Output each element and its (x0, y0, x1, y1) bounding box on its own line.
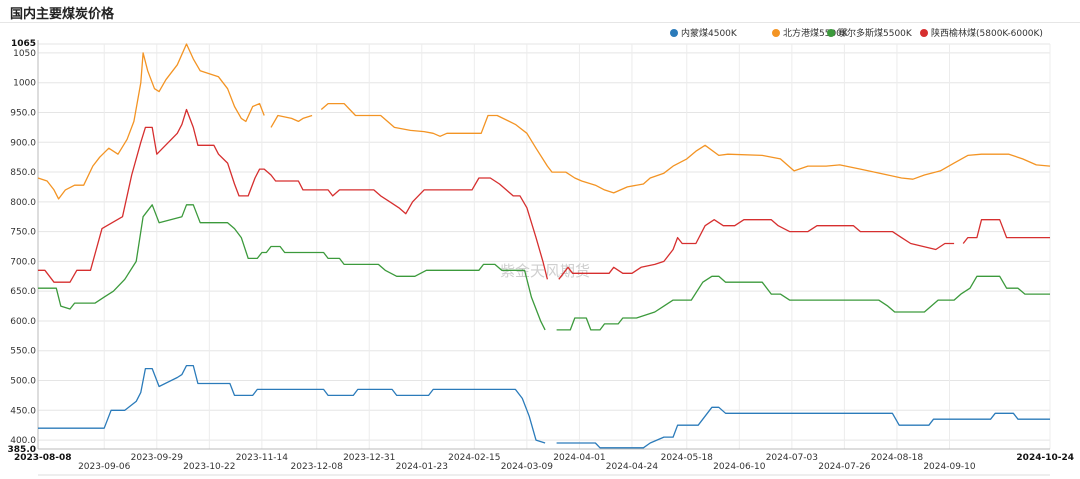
x-tick-label: 2024-02-15 (448, 453, 500, 463)
x-tick-label: 2023-12-31 (343, 453, 395, 463)
x-tick-label: 2024-10-24 (1016, 453, 1074, 463)
series-line-4 (38, 108, 1050, 283)
x-tick-label: 2024-03-09 (501, 462, 554, 472)
x-tick-label: 2023-09-06 (78, 462, 131, 472)
y-tick-label: 750.0 (10, 228, 36, 238)
y-tick-label: 900.0 (10, 138, 36, 148)
y-tick-label: 1050 (13, 49, 36, 59)
x-tick-label: 2024-05-18 (661, 453, 714, 463)
legend-marker (772, 29, 780, 37)
x-tick-label: 2024-09-10 (923, 462, 976, 472)
title-bar: 国内主要煤炭价格 (0, 0, 1080, 23)
legend-item[interactable]: 陕西榆林煤(5800K-6000K) (920, 27, 1043, 39)
legend-label: 鄂尔多斯煤5500K (838, 27, 913, 39)
chart-title: 国内主要煤炭价格 (10, 7, 115, 22)
series-line-3 (38, 204, 1050, 331)
series-line-2 (37, 43, 1051, 200)
y-tick-label: 400.0 (10, 436, 36, 446)
series-lines (37, 43, 1051, 449)
y-tick-label: 650.0 (10, 287, 36, 297)
y-tick-label: 1000 (13, 79, 36, 89)
x-tick-label: 2024-04-24 (606, 462, 659, 472)
y-tick-label: 700.0 (10, 257, 36, 267)
y-tick-label: 550.0 (10, 347, 36, 357)
x-tick-label: 2024-06-10 (713, 462, 766, 472)
series-line-1 (38, 364, 1050, 449)
y-tick-label: 1065 (11, 39, 36, 49)
y-tick-label: 450.0 (10, 406, 36, 416)
legend-label: 陕西榆林煤(5800K-6000K) (931, 27, 1043, 39)
legend-item[interactable]: 鄂尔多斯煤5500K (827, 27, 913, 39)
legend-marker (920, 29, 928, 37)
x-tick-label: 2023-09-29 (131, 453, 184, 463)
x-tick-label: 2024-04-01 (553, 453, 605, 463)
grid (37, 43, 1051, 449)
x-tick-label: 2023-11-14 (236, 453, 289, 463)
legend-marker (827, 29, 835, 37)
y-tick-label: 385.0 (8, 445, 36, 455)
x-tick-label: 2024-01-23 (396, 462, 448, 472)
y-tick-label: 850.0 (10, 168, 36, 178)
x-tick-label: 2024-07-26 (818, 462, 871, 472)
y-tick-label: 600.0 (10, 317, 36, 327)
x-tick-label: 2023-10-22 (183, 462, 235, 472)
y-tick-label: 500.0 (10, 377, 36, 387)
x-tick-label: 2023-12-08 (291, 462, 344, 472)
legend-item[interactable]: 内蒙煤4500K (670, 27, 738, 39)
x-tick-label: 2024-08-18 (871, 453, 924, 463)
y-tick-label: 950.0 (10, 108, 36, 118)
y-tick-label: 800.0 (10, 198, 36, 208)
x-tick-label: 2023-08-08 (14, 453, 72, 463)
x-tick-label: 2024-07-03 (766, 453, 818, 463)
legend-label: 内蒙煤4500K (681, 27, 738, 39)
legend-marker (670, 29, 678, 37)
